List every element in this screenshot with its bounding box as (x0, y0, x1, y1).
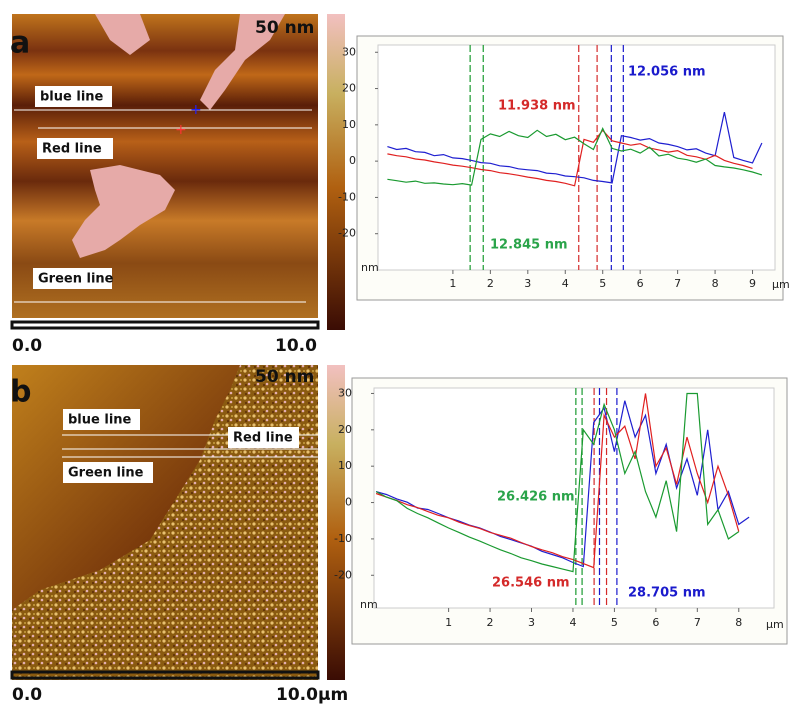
afm-image-b (12, 365, 318, 680)
x-tick-label: 7 (674, 277, 681, 290)
plot-area (378, 45, 775, 270)
y-axis-label: nm (361, 261, 379, 274)
annotation: 12.845 nm (490, 238, 568, 253)
y-tick-label: 20 (342, 82, 356, 95)
cross: + (190, 102, 202, 118)
x-tick-label: 7 (694, 616, 701, 629)
x-tick-label: 4 (562, 277, 569, 290)
scale-bar (12, 322, 318, 328)
line-label: Green line (68, 466, 144, 481)
annotation: 12.056 nm (628, 65, 706, 80)
scale-max: 50 nm (255, 18, 314, 38)
page: + + a 50 nm 0.0 10.0 b 50 nm 0.0 10.0µm … (0, 0, 802, 705)
cross: + (175, 122, 187, 138)
line-label: Green line (38, 272, 114, 287)
x-tick-label: 1 (449, 277, 456, 290)
panel-label: a (10, 26, 30, 61)
y-tick-label: 20 (338, 423, 352, 436)
annotation: 26.546 nm (492, 576, 570, 591)
x-tick-label: 6 (652, 616, 659, 629)
line-label: blue line (40, 90, 104, 105)
x-tick-label: 3 (528, 616, 535, 629)
x-tick-label: 9 (749, 277, 756, 290)
scale-start: 0.0 (12, 685, 42, 705)
color-bar (327, 14, 345, 330)
line-label: blue line (68, 413, 132, 428)
line-label: Red line (42, 142, 102, 157)
x-tick-label: 1 (445, 616, 452, 629)
line-label: Red line (233, 431, 293, 446)
panel-label: b (10, 375, 31, 410)
x-tick-label: 2 (487, 616, 494, 629)
x-axis-label: µm (772, 278, 790, 291)
annotation: 28.705 nm (628, 586, 706, 601)
y-tick-label: 0 (349, 154, 356, 167)
y-tick-label: 30 (342, 45, 356, 58)
x-tick-label: 6 (637, 277, 644, 290)
x-axis-label: µm (766, 618, 784, 631)
x-tick-label: 8 (735, 616, 742, 629)
y-tick-label: -10 (334, 532, 352, 545)
x-tick-label: 5 (599, 277, 606, 290)
y-tick-label: -20 (338, 227, 356, 240)
x-tick-label: 3 (524, 277, 531, 290)
color-bar (327, 365, 345, 680)
x-tick-label: 5 (611, 616, 618, 629)
y-tick-label: 10 (338, 459, 352, 472)
y-tick-label: 0 (345, 496, 352, 509)
y-tick-label: -10 (338, 190, 356, 203)
scale-end: 10.0µm (276, 685, 348, 705)
figure: + + a 50 nm 0.0 10.0 b 50 nm 0.0 10.0µm … (0, 0, 802, 705)
y-tick-label: -20 (334, 568, 352, 581)
y-tick-label: 10 (342, 118, 356, 131)
annotation: 11.938 nm (498, 99, 576, 114)
x-tick-label: 4 (569, 616, 576, 629)
scale-max: 50 nm (255, 367, 314, 387)
x-tick-label: 8 (712, 277, 719, 290)
scale-end: 10.0 (275, 336, 317, 356)
x-tick-label: 2 (487, 277, 494, 290)
scale-start: 0.0 (12, 336, 42, 356)
y-tick-label: 30 (338, 386, 352, 399)
annotation: 26.426 nm (497, 490, 575, 505)
y-axis-label: nm (360, 598, 378, 611)
